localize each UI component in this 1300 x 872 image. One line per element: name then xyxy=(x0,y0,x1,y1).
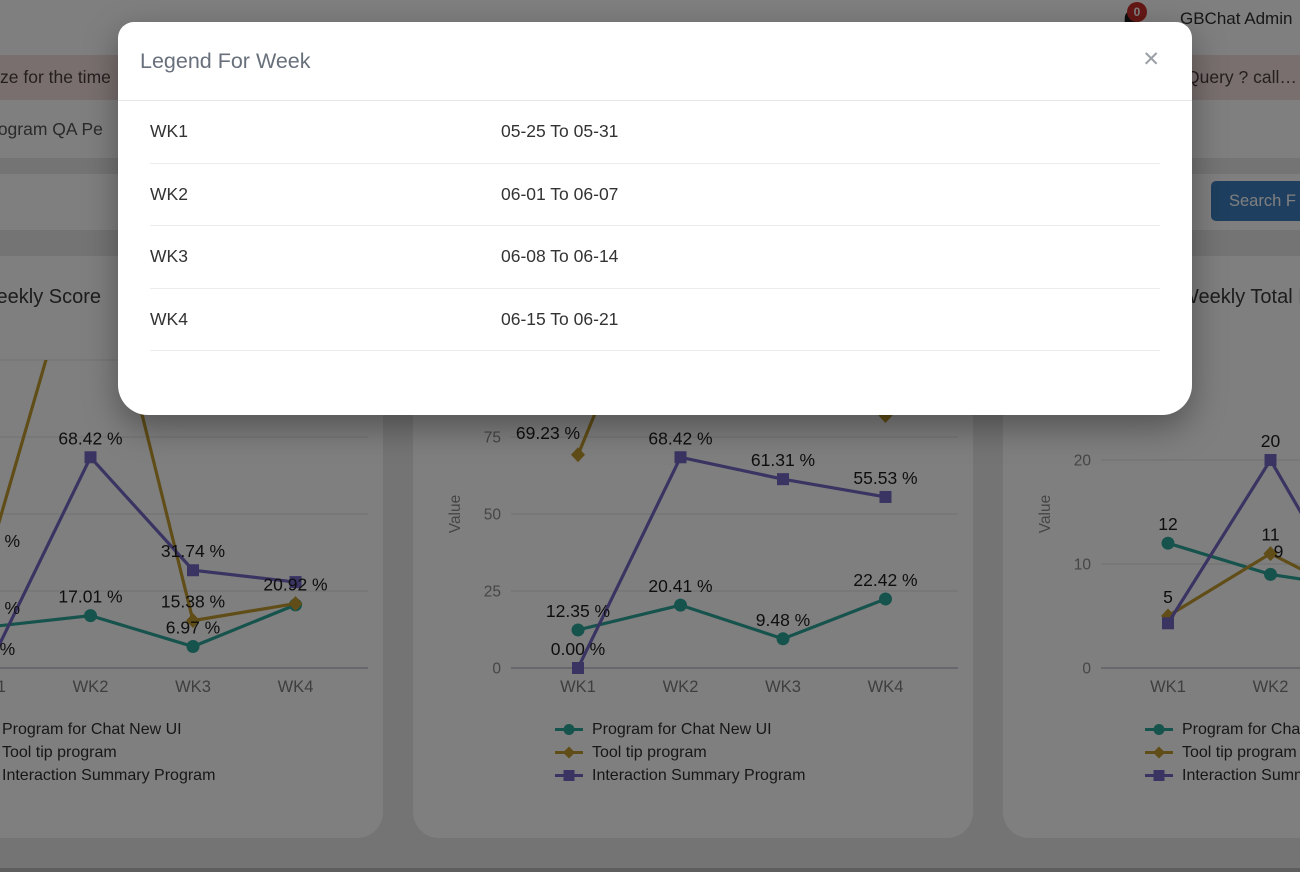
week-range: 05-25 To 05-31 xyxy=(501,121,619,142)
week-label: WK3 xyxy=(150,246,188,267)
week-range: 06-01 To 06-07 xyxy=(501,183,619,204)
legend-for-week-modal: Legend For Week ✕ WK1 05-25 To 05-31 WK2 06… xyxy=(118,22,1192,415)
week-range: 06-08 To 06-14 xyxy=(501,246,619,267)
legend-week-row: WK2 06-01 To 06-07 xyxy=(150,164,1160,226)
close-icon[interactable]: ✕ xyxy=(1136,46,1166,73)
modal-title: Legend For Week xyxy=(140,48,311,73)
legend-week-list: WK1 05-25 To 05-31 WK2 06-01 To 06-07 WK3 06-… xyxy=(150,101,1160,351)
legend-week-row: WK1 05-25 To 05-31 xyxy=(150,101,1160,164)
week-label: WK4 xyxy=(150,308,188,329)
week-label: WK2 xyxy=(150,183,188,204)
week-label: WK1 xyxy=(150,121,188,142)
legend-week-row: WK4 06-15 To 06-21 xyxy=(150,289,1160,351)
modal-header: Legend For Week xyxy=(118,22,1192,101)
legend-week-row: WK3 06-08 To 06-14 xyxy=(150,226,1160,289)
week-range: 06-15 To 06-21 xyxy=(501,308,619,329)
